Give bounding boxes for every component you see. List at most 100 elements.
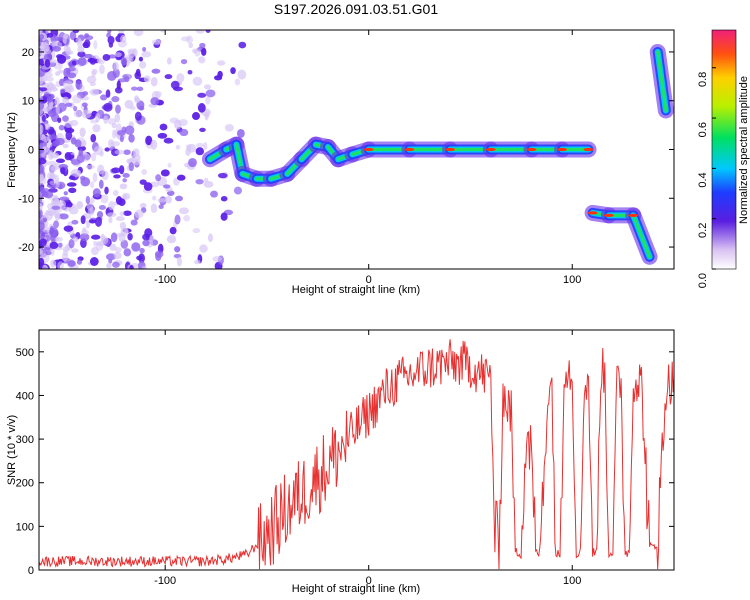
spectrogram-noise-cell — [112, 262, 120, 268]
snr-plot-area — [39, 330, 674, 570]
spectrogram-noise-cell — [97, 165, 104, 175]
spectrogram-noise-cell — [198, 56, 205, 63]
spectrogram-peak — [364, 148, 374, 151]
spectrogram-noise-cell — [139, 248, 145, 253]
spectrogram-noise-cell — [77, 259, 82, 264]
spectrogram-noise-cell — [56, 106, 60, 114]
spectrogram-noise-cell — [103, 54, 111, 61]
spectrogram-noise-cell — [42, 115, 46, 122]
spectrogram-noise-cell — [139, 106, 145, 111]
spectrogram-noise-cell — [75, 80, 82, 90]
spectrogram-noise-cell — [88, 208, 94, 214]
spectrogram-noise-cell — [123, 194, 127, 199]
spectrogram-noise-cell — [57, 117, 61, 123]
spectrogram-peak — [628, 214, 638, 217]
spectrogram-noise-cell — [221, 196, 228, 202]
spectrogram-noise-cell — [55, 71, 60, 76]
spectrogram-noise-cell — [115, 150, 125, 155]
spectrogram-noise-cell — [99, 64, 105, 74]
y-tick-label: 300 — [16, 434, 34, 446]
spectrogram-noise-cell — [103, 103, 113, 112]
spectrogram-noise-cell — [151, 140, 157, 150]
colorbar-tick-label: 0.0 — [697, 273, 709, 288]
spectrogram-noise-cell — [47, 161, 57, 165]
spectrogram-noise-cell — [161, 169, 170, 176]
spectrogram-noise-cell — [46, 251, 52, 256]
spectrogram-noise-cell — [100, 151, 104, 157]
spectrogram-peak — [445, 148, 455, 151]
spectrogram-noise-cell — [214, 75, 222, 80]
spectrogram-noise-cell — [87, 58, 95, 63]
colorbar-tick-label: 0.8 — [697, 72, 709, 87]
spectrogram-noise-cell — [67, 182, 77, 186]
spectrogram-noise-cell — [90, 181, 94, 188]
spectrogram-noise-cell — [175, 215, 181, 225]
spectrogram-noise-cell — [134, 72, 141, 80]
spectrogram-noise-cell — [37, 38, 43, 42]
spectrogram-noise-cell — [80, 127, 86, 137]
spectrogram-noise-cell — [60, 197, 70, 201]
spectrogram-noise-cell — [76, 170, 82, 176]
spectrogram-noise-cell — [67, 67, 76, 71]
spectrogram-noise-cell — [163, 184, 170, 188]
spectrogram-noise-cell — [61, 93, 65, 97]
spectrogram-noise-cell — [170, 118, 180, 124]
spectrogram-noise-cell — [179, 129, 188, 136]
spectrogram-noise-cell — [122, 173, 129, 178]
spectrogram-noise-cell — [82, 110, 92, 119]
spectrogram-noise-cell — [135, 112, 142, 121]
spectrogram-noise-cell — [81, 215, 86, 224]
spectrogram-noise-cell — [64, 120, 72, 127]
spectrogram-noise-cell — [133, 159, 141, 165]
spectrogram-noise-cell — [167, 57, 172, 64]
spectrogram-noise-cell — [86, 196, 90, 204]
spectrogram-noise-cell — [90, 89, 100, 96]
spectrogram-noise-cell — [37, 158, 47, 165]
spectrogram-noise-cell — [124, 75, 129, 82]
spectrogram-noise-cell — [144, 75, 151, 82]
spectrogram-noise-cell — [208, 233, 213, 242]
spectrogram-noise-cell — [53, 220, 59, 228]
spectrogram-noise-cell — [151, 77, 158, 87]
y-tick-label: 0 — [28, 565, 34, 577]
spectrogram-noise-cell — [50, 152, 59, 158]
spectrogram-noise-cell — [113, 190, 119, 196]
spectrogram-noise-cell — [203, 142, 207, 150]
spectrogram-noise-cell — [218, 173, 228, 178]
spectrogram-noise-cell — [155, 251, 164, 258]
spectrogram-noise-cell — [199, 128, 206, 132]
spectrogram-noise-cell — [69, 176, 76, 180]
spectrogram-noise-cell — [50, 165, 57, 171]
spectrogram-peak — [527, 148, 537, 151]
spectrogram-noise-cell — [42, 191, 49, 196]
x-tick-label: -100 — [154, 274, 176, 286]
spectrogram-noise-cell — [221, 213, 228, 221]
spectrogram-noise-cell — [196, 147, 204, 155]
spectrogram-noise-cell — [104, 187, 108, 195]
spectrogram-noise-cell — [65, 128, 74, 133]
spectrogram-noise-cell — [59, 125, 65, 131]
spectrogram-noise-cell — [204, 84, 211, 89]
spectrogram-noise-cell — [120, 135, 124, 142]
y-tick-label: -10 — [18, 193, 34, 205]
spectrogram-noise-cell — [77, 154, 85, 164]
spectrogram-noise-cell — [46, 77, 54, 82]
spectrogram-noise-cell — [84, 39, 90, 48]
spectrogram-noise-cell — [188, 70, 193, 75]
spectrogram-noise-cell — [55, 237, 63, 242]
spectrogram-noise-cell — [151, 203, 158, 213]
spectrogram-noise-cell — [155, 91, 162, 97]
spectrogram-noise-cell — [63, 144, 69, 148]
colorbar-tick-label: 0.6 — [697, 122, 709, 137]
y-tick-label: 10 — [22, 96, 34, 108]
spectrogram-noise-cell — [95, 217, 102, 227]
spectrogram-noise-cell — [134, 28, 144, 36]
y-tick-label: 200 — [16, 478, 34, 490]
spectrogram-noise-cell — [43, 218, 48, 222]
spectrogram-noise-cell — [93, 188, 101, 197]
spectrogram-noise-cell — [81, 230, 89, 235]
spectrogram-noise-cell — [47, 96, 53, 103]
spectrogram-noise-cell — [206, 28, 211, 33]
spectrogram-noise-cell — [119, 211, 124, 216]
